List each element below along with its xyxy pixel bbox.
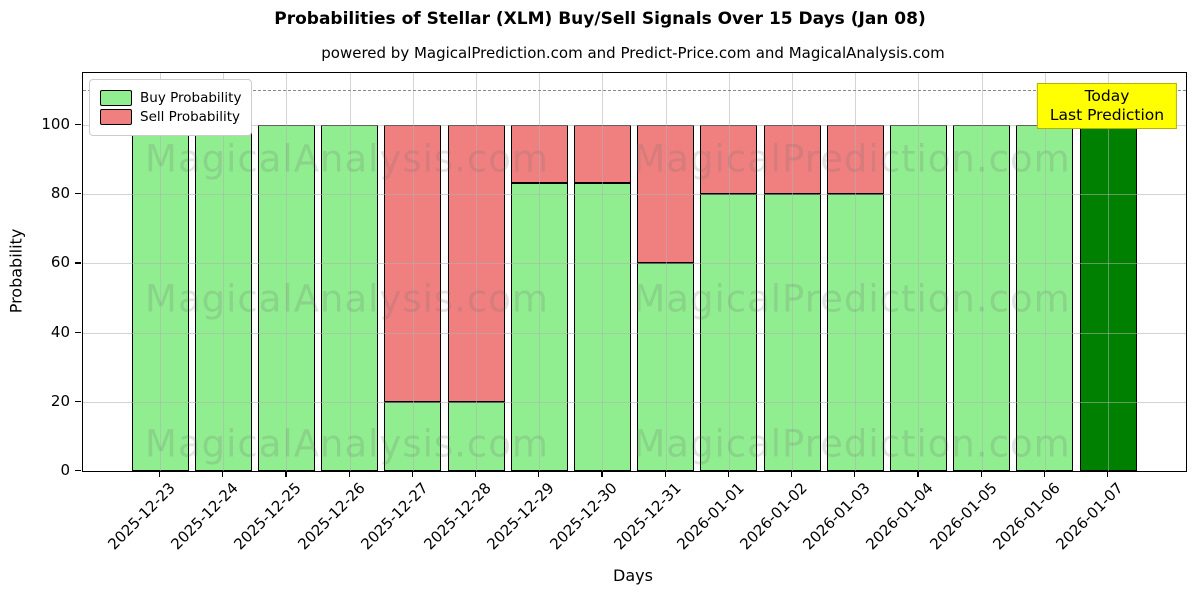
x-tick-label: 2026-01-05 <box>925 479 1001 554</box>
y-tick-label: 20 <box>50 391 70 410</box>
sell-color-swatch <box>100 109 132 125</box>
watermark-prediction: MagicalPrediction.com <box>633 137 1071 181</box>
horizontal-gridline <box>83 401 1186 403</box>
x-tick-mark <box>601 471 603 477</box>
chart-title: Probabilities of Stellar (XLM) Buy/Sell … <box>274 9 926 29</box>
x-tick-label: 2026-01-01 <box>673 479 748 554</box>
x-tick-mark <box>727 471 729 477</box>
vertical-gridline <box>286 73 288 471</box>
vertical-gridline <box>476 73 477 471</box>
x-tick-mark <box>1107 471 1109 477</box>
horizontal-gridline <box>83 194 1186 196</box>
y-tick-mark <box>75 262 81 264</box>
vertical-gridline <box>665 73 667 471</box>
vertical-gridline <box>1108 73 1109 471</box>
legend: Buy Probability Sell Probability <box>89 79 253 136</box>
x-tick-mark <box>1043 471 1045 477</box>
x-tick-label: 2026-01-06 <box>989 479 1064 554</box>
y-tick-mark <box>75 400 81 402</box>
x-tick-label: 2025-12-26 <box>293 479 369 554</box>
annotation-line-2: Last Prediction <box>1049 106 1165 124</box>
annotation-line-1: Today <box>1084 87 1130 105</box>
vertical-gridline <box>160 73 161 471</box>
legend-label-sell: Sell Probability <box>140 109 241 125</box>
horizontal-gridline <box>83 263 1186 265</box>
x-tick-mark <box>348 471 350 477</box>
vertical-gridline <box>602 73 604 471</box>
x-tick-label: 2026-01-02 <box>736 479 811 554</box>
vertical-gridline <box>981 73 983 471</box>
y-tick-label: 40 <box>50 322 70 341</box>
x-tick-mark <box>980 471 982 477</box>
y-axis-label: Probability <box>6 228 26 314</box>
x-tick-mark <box>475 471 477 477</box>
watermark-analysis: MagicalAnalysis.com <box>145 277 549 321</box>
legend-item-buy: Buy Probability <box>100 90 241 106</box>
legend-label-buy: Buy Probability <box>140 90 242 106</box>
y-tick-mark <box>75 193 81 195</box>
x-tick-label: 2026-01-03 <box>799 479 874 554</box>
x-tick-label: 2025-12-27 <box>357 479 432 554</box>
x-tick-label: 2026-01-04 <box>862 479 938 554</box>
y-tick-mark <box>75 470 81 472</box>
vertical-gridline <box>1044 73 1046 471</box>
vertical-gridline <box>349 73 351 471</box>
y-tick-label: 0 <box>60 461 70 479</box>
y-tick-mark <box>75 123 81 126</box>
vertical-gridline <box>792 73 793 471</box>
watermark-prediction: MagicalPrediction.com <box>633 277 1071 321</box>
horizontal-gridline <box>83 332 1186 334</box>
y-tick-label: 60 <box>50 253 70 272</box>
vertical-gridline <box>728 73 730 471</box>
x-tick-label: 2025-12-30 <box>546 479 622 554</box>
x-tick-label: 2025-12-24 <box>167 479 242 554</box>
x-tick-mark <box>538 471 540 477</box>
x-tick-mark <box>222 471 224 477</box>
vertical-gridline <box>223 73 225 471</box>
watermark-analysis: MagicalAnalysis.com <box>145 137 549 181</box>
x-tick-mark <box>285 471 287 477</box>
vertical-gridline <box>412 73 414 471</box>
x-tick-mark <box>664 471 666 477</box>
today-annotation: Today Last Prediction <box>1036 83 1178 129</box>
x-tick-label: 2025-12-31 <box>609 479 685 554</box>
x-tick-mark <box>411 471 413 477</box>
x-axis-label: Days <box>613 566 653 585</box>
threshold-dashed-line <box>83 90 1186 92</box>
legend-item-sell: Sell Probability <box>100 109 241 125</box>
watermark-prediction: MagicalPrediction.com <box>633 422 1071 466</box>
horizontal-gridline <box>83 124 1186 126</box>
x-tick-mark <box>917 471 919 477</box>
plot-area: MagicalAnalysis.com MagicalPrediction.com… <box>82 72 1187 472</box>
x-tick-mark <box>159 471 161 477</box>
watermark-analysis: MagicalAnalysis.com <box>145 422 549 466</box>
x-tick-mark <box>791 471 793 477</box>
x-tick-label: 2025-12-28 <box>420 479 495 554</box>
vertical-gridline <box>918 73 920 471</box>
x-tick-label: 2025-12-29 <box>483 479 558 554</box>
x-tick-label: 2025-12-25 <box>230 479 306 554</box>
chart-subtitle: powered by MagicalPrediction.com and Pre… <box>321 44 945 62</box>
x-tick-label: 2025-12-23 <box>104 479 179 554</box>
x-tick-label: 2026-01-07 <box>1052 479 1127 554</box>
y-tick-label: 80 <box>50 184 70 203</box>
vertical-gridline <box>539 73 541 471</box>
buy-color-swatch <box>100 90 132 106</box>
y-tick-mark <box>75 331 81 333</box>
x-tick-mark <box>854 471 856 477</box>
y-tick-label: 100 <box>41 114 70 133</box>
vertical-gridline <box>855 73 857 471</box>
